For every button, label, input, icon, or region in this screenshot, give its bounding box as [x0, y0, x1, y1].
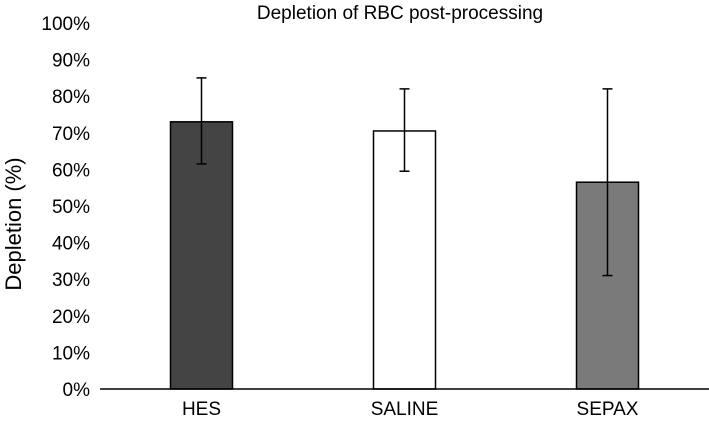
y-tick-label: 40%	[52, 234, 90, 255]
error-bar-hes	[196, 77, 207, 165]
y-tick-label: 10%	[52, 343, 90, 364]
y-tick-label: 100%	[41, 14, 90, 35]
bar-saline	[372, 130, 437, 390]
y-tick-label: 30%	[52, 270, 90, 291]
y-tick-label: 80%	[52, 87, 90, 108]
x-tick-label-sepax: SEPAX	[577, 399, 639, 418]
error-bar-sepax	[602, 88, 613, 277]
y-axis-label: Depletion (%)	[1, 157, 26, 290]
x-tick-label-saline: SALINE	[371, 399, 439, 418]
y-tick-label: 60%	[52, 160, 90, 181]
x-tick-label-hes: HES	[182, 399, 221, 418]
y-tick-label: 50%	[52, 197, 90, 218]
error-bar-saline	[399, 88, 410, 172]
bar-hes	[169, 121, 234, 390]
error-bars-group	[196, 77, 613, 277]
y-tick-label: 90%	[52, 51, 90, 72]
chart-title: Depletion of RBC post-processing	[257, 3, 543, 24]
y-axis-ticks: 0% 10% 20% 30% 40% 50% 60% 70% 80% 90% 100%	[41, 14, 90, 401]
x-axis-ticks: HES SALINE SEPAX	[182, 399, 639, 420]
y-tick-label: 0%	[63, 380, 91, 401]
y-tick-label: 20%	[52, 307, 90, 328]
y-tick-label: 70%	[52, 124, 90, 145]
